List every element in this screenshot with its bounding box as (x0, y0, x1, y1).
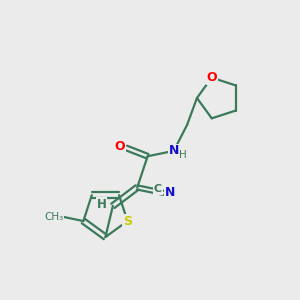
Text: O: O (114, 140, 125, 153)
Text: O: O (206, 71, 217, 84)
Text: S: S (123, 214, 132, 228)
Text: C: C (154, 184, 162, 194)
Text: H: H (97, 198, 106, 211)
Text: N: N (165, 186, 175, 199)
Text: N: N (169, 144, 179, 158)
Text: H: H (179, 150, 187, 161)
Text: CH₃: CH₃ (44, 212, 63, 222)
